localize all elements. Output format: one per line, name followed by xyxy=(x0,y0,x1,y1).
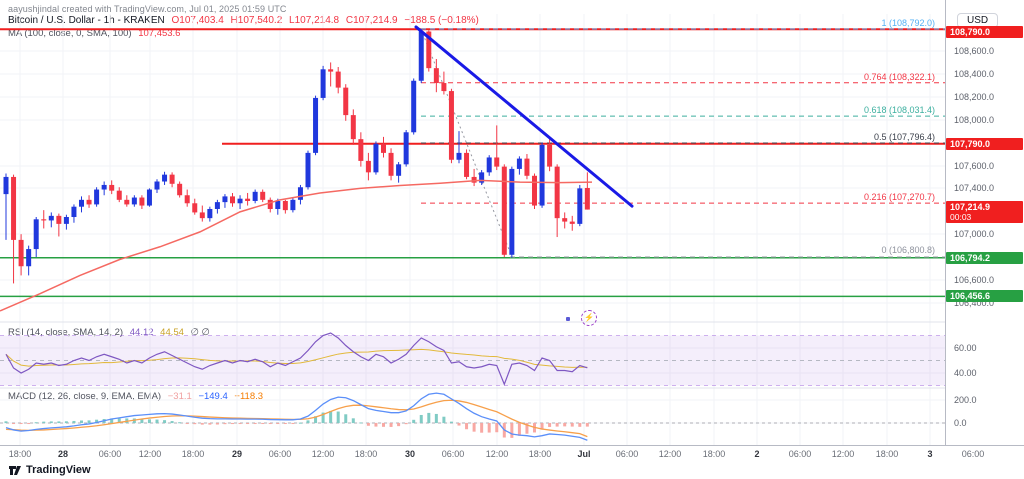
axis-tick-label: 107,600.0 xyxy=(954,161,995,171)
time-tick-label: 3 xyxy=(927,449,933,459)
rsi-value: 44.12 xyxy=(129,327,154,338)
fib-level-label: 1 (108,792.0) xyxy=(881,18,935,28)
axis-tick-label: 200.0 xyxy=(954,395,977,405)
fib-level-label: 0 (106,800.8) xyxy=(881,245,935,255)
time-tick-label: 12:00 xyxy=(485,449,509,459)
time-tick-label: 18:00 xyxy=(354,449,378,459)
ohlc-open: O107,403.4 xyxy=(171,15,224,26)
macd-legend-row[interactable]: MACD (12, 26, close, 9, EMA, EMA) −31.1 … xyxy=(8,391,267,402)
time-tick-label: 06:00 xyxy=(615,449,639,459)
axis-tick-label: 107,000.0 xyxy=(954,229,995,239)
fib-level-label: 0.618 (108,031.4) xyxy=(863,105,935,115)
level-price-badge: 108,790.0 xyxy=(946,26,1023,38)
symbol-title: Bitcoin / U.S. Dollar - 1h - KRAKEN xyxy=(8,15,165,26)
time-tick-label: 18:00 xyxy=(875,449,899,459)
ohlc-close: C107,214.9 xyxy=(345,15,398,26)
ohlc-low: L107,214.8 xyxy=(289,15,340,26)
tradingview-logo-text: TradingView xyxy=(26,464,91,476)
axis-tick-label: 108,000.0 xyxy=(954,115,995,125)
macd-signal-value: −118.3 xyxy=(234,391,264,402)
rsi-legend-row[interactable]: RSI (14, close, SMA, 14, 2) 44.12 44.54 … xyxy=(8,327,214,338)
fib-level-label: 0.764 (108,322.1) xyxy=(863,72,935,82)
time-tick-label: 06:00 xyxy=(788,449,812,459)
time-tick-label: 12:00 xyxy=(658,449,682,459)
axis-tick-label: 0.0 xyxy=(954,418,967,428)
time-tick-label: 2 xyxy=(754,449,760,459)
ohlc-high: H107,540.2 xyxy=(230,15,283,26)
tradingview-logo[interactable]: TradingView xyxy=(8,463,91,477)
rsi-legend-label: RSI (14, close, SMA, 14, 2) xyxy=(8,327,124,338)
level-price-badge: 106,456.6 xyxy=(946,290,1023,302)
time-tick-label: Jul xyxy=(577,449,591,459)
currency-button[interactable]: USD xyxy=(957,13,999,28)
ma-legend-label: MA (100, close, 0, SMA, 100) xyxy=(8,28,132,39)
axis-tick-label: 106,600.0 xyxy=(954,275,995,285)
tradingview-logo-icon xyxy=(9,466,21,475)
level-price-badge: 106,794.2 xyxy=(946,252,1023,264)
axis-tick-label: 108,400.0 xyxy=(954,69,995,79)
footer-bar: TradingView xyxy=(0,462,1024,479)
fib-level-label: 0.5 (107,796.4) xyxy=(873,132,935,142)
time-tick-label: 12:00 xyxy=(831,449,855,459)
price-axis[interactable]: USD 108,600.0 108,400.0 108,200.0 108,000.0… xyxy=(945,0,1024,445)
macd-value: −149.4 xyxy=(198,391,228,402)
fib-level-label: 0.216 (107,270.7) xyxy=(863,192,935,202)
axis-tick-label: 107,400.0 xyxy=(954,183,995,193)
time-axis[interactable]: 18:00 28 06:00 12:00 18:00 29 06:00 12:00 18:00 3… xyxy=(0,445,1024,463)
macd-legend-label: MACD (12, 26, close, 9, EMA, EMA) xyxy=(8,391,162,402)
marker-dot-icon xyxy=(566,317,570,321)
level-price-badge: 107,790.0 xyxy=(946,138,1023,150)
rsi-sma-value: 44.54 xyxy=(160,327,184,338)
time-tick-label: 18:00 xyxy=(8,449,32,459)
last-price-badge: 107,214.9 00:03 xyxy=(946,201,1023,223)
time-tick-label: 29 xyxy=(231,449,243,459)
time-tick-label: 06:00 xyxy=(98,449,122,459)
ma-legend-row[interactable]: MA (100, close, 0, SMA, 100) 107,453.6 xyxy=(8,28,184,39)
time-tick-label: 12:00 xyxy=(138,449,162,459)
time-tick-label: 06:00 xyxy=(441,449,465,459)
flash-idea-icon[interactable]: ⚡ xyxy=(581,310,597,326)
axis-tick-label: 60.00 xyxy=(954,343,977,353)
axis-tick-label: 108,600.0 xyxy=(954,46,995,56)
axis-tick-label: 106,400.0 xyxy=(954,298,995,308)
time-tick-label: 28 xyxy=(57,449,69,459)
time-tick-label: 18:00 xyxy=(702,449,726,459)
macd-hist-value: −31.1 xyxy=(167,391,192,402)
credit-watermark: aayushjindal created with TradingView.co… xyxy=(8,4,287,14)
axis-tick-label: 108,200.0 xyxy=(954,92,995,102)
time-tick-label: 06:00 xyxy=(961,449,985,459)
time-tick-label: 12:00 xyxy=(311,449,335,459)
time-tick-label: 18:00 xyxy=(528,449,552,459)
time-tick-label: 18:00 xyxy=(181,449,205,459)
symbol-legend-row[interactable]: Bitcoin / U.S. Dollar - 1h - KRAKEN O107… xyxy=(8,15,483,26)
axis-tick-label: 40.00 xyxy=(954,368,977,378)
time-tick-label: 06:00 xyxy=(268,449,292,459)
ohlc-change: −188.5 (−0.18%) xyxy=(404,15,479,26)
time-tick-label: 30 xyxy=(404,449,416,459)
ma-value: 107,453.6 xyxy=(138,28,181,39)
rsi-extra-values: ∅ ∅ xyxy=(190,327,210,338)
